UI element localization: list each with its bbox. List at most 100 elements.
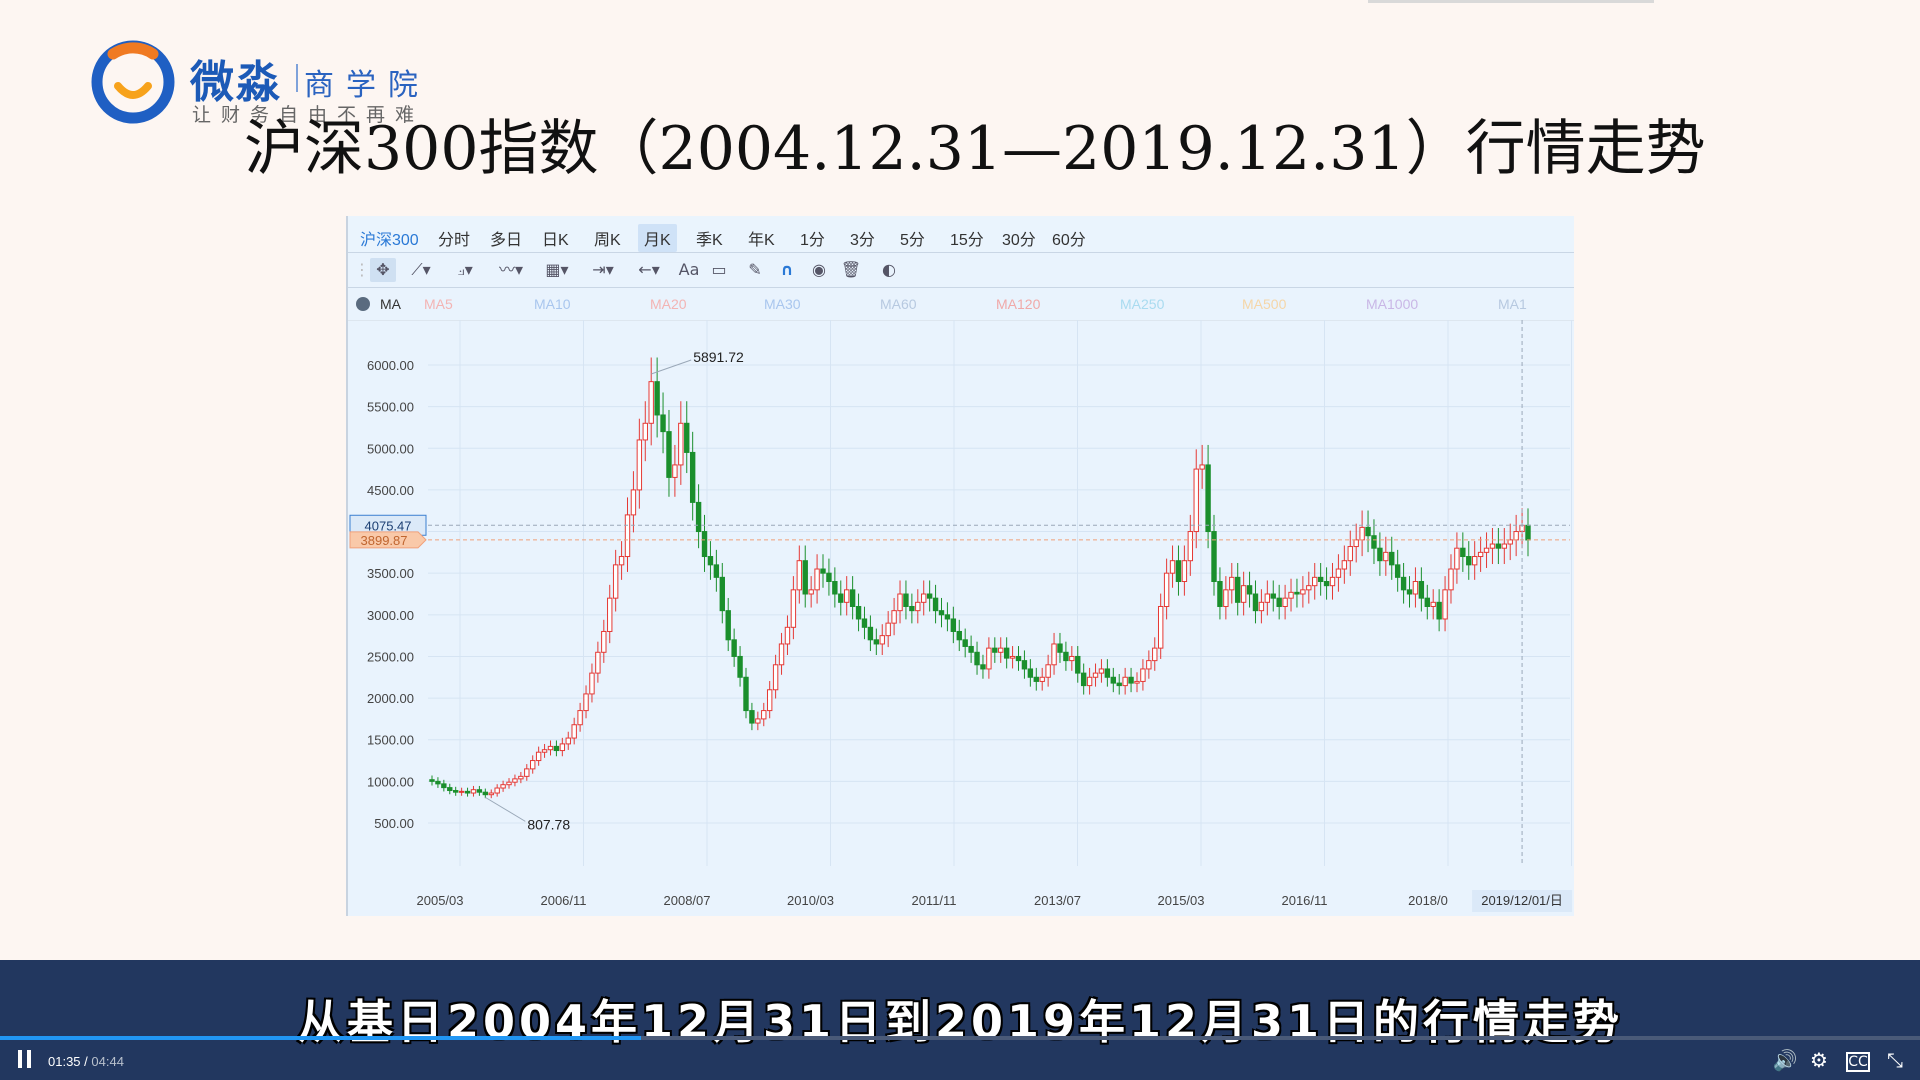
candle-body <box>1466 556 1472 566</box>
settings-gear-icon[interactable]: ⚙ <box>1810 1048 1828 1072</box>
move-tool-icon[interactable]: ✥ <box>370 258 396 282</box>
candle-body <box>944 614 951 620</box>
candle-body <box>772 664 779 691</box>
ma-legend-item[interactable]: MA30 <box>764 296 801 312</box>
subtitles-icon[interactable]: CC <box>1846 1052 1870 1072</box>
candle-body <box>968 645 974 653</box>
logo-slogan: 让财务自由不再难 <box>192 104 425 126</box>
candle-body <box>932 597 939 612</box>
candle-body <box>1454 547 1460 570</box>
candle-body <box>684 422 690 453</box>
pen-tool-icon[interactable]: ✎ <box>748 260 762 279</box>
candle-body <box>541 749 548 753</box>
tab-daily-k[interactable]: 日K <box>542 232 569 249</box>
y-tick-label: 500.00 <box>374 816 414 831</box>
last-price-box <box>349 531 427 549</box>
candle-body <box>476 789 483 793</box>
candle-body <box>921 593 927 603</box>
candle-body <box>595 651 601 674</box>
candle-body <box>535 751 542 762</box>
ma-legend-item[interactable]: MA120 <box>996 296 1041 312</box>
y-tick-label: 5500.00 <box>367 400 414 415</box>
tab-5min[interactable]: 5分 <box>900 232 925 249</box>
ma-label: MA <box>380 296 401 312</box>
tab-intraday[interactable]: 分时 <box>438 232 471 249</box>
tab-3min[interactable]: 3分 <box>850 232 875 249</box>
tab-multi-day[interactable]: 多日 <box>490 232 523 249</box>
candle-body <box>1039 676 1045 682</box>
tab-weekly-k[interactable]: 周K <box>594 232 621 249</box>
candle-body <box>1513 531 1519 541</box>
candle-body <box>1448 568 1454 591</box>
measure-tool-icon[interactable]: ⇥▾ <box>592 260 614 279</box>
channel-tool-icon[interactable]: ⟓▾ <box>457 260 473 279</box>
candle-body <box>1021 660 1028 670</box>
candle-body <box>909 605 915 612</box>
cursor-date-label: 2019/12/01/日 <box>1481 893 1563 908</box>
arrow-tool-icon[interactable]: ←▾ <box>638 260 660 279</box>
volume-icon[interactable]: 🔊 <box>1772 1048 1798 1072</box>
candle-body <box>547 745 554 751</box>
candle-body <box>1246 585 1253 595</box>
player-controls: 01:35 / 04:44 🔊 ⚙ CC ⤡ <box>0 1040 1920 1080</box>
candle-body <box>1347 546 1353 562</box>
ma-legend-item[interactable]: MA1000 <box>1366 296 1419 312</box>
candle-body <box>1258 601 1265 612</box>
ma-legend-item[interactable]: MA20 <box>650 296 687 312</box>
candle-body <box>755 718 761 724</box>
logo-sub-text: 商学院 <box>304 68 430 103</box>
last-price-label: 3899.87 <box>361 533 408 548</box>
peak-value-label: 5891.72 <box>693 349 744 365</box>
candle-body <box>601 630 607 653</box>
tab-60min[interactable]: 60分 <box>1052 232 1086 249</box>
candle-body <box>855 605 862 620</box>
tab-quarterly-k[interactable]: 季K <box>696 232 723 249</box>
trash-icon[interactable]: 🗑 <box>840 260 862 279</box>
fib-tool-icon[interactable]: ▦▾ <box>545 260 569 279</box>
candlestick-chart[interactable]: 6000.005500.005000.004500.004000.003500.… <box>348 320 1574 916</box>
tab-15min[interactable]: 15分 <box>950 232 984 249</box>
eye-tool-icon[interactable]: ◉ <box>812 260 826 279</box>
candle-body <box>506 781 512 786</box>
candle-body <box>1193 468 1199 533</box>
progress-bar[interactable] <box>0 1036 1920 1040</box>
candle-body <box>1477 551 1484 558</box>
candle-body <box>1501 543 1508 549</box>
ma-legend-item[interactable]: MA5 <box>424 296 453 312</box>
candle-body <box>612 564 619 599</box>
tab-1min[interactable]: 1分 <box>800 232 825 249</box>
comment-tool-icon[interactable]: ▭ <box>711 260 727 279</box>
ma-legend-item[interactable]: MA10 <box>534 296 571 312</box>
candle-body <box>1122 676 1128 687</box>
tab-symbol[interactable]: 沪深300 <box>360 232 419 249</box>
toggle-visibility-icon[interactable]: ◐ <box>882 260 896 279</box>
wave-tool-icon[interactable]: 〰▾ <box>498 260 524 279</box>
candle-body <box>618 556 625 566</box>
candle-body <box>1525 524 1531 541</box>
candle-body <box>832 581 838 595</box>
ma-legend-item[interactable]: MA1 <box>1498 296 1527 312</box>
candle-body <box>938 610 945 616</box>
candle-body <box>701 531 708 558</box>
ma-toggle-icon[interactable] <box>356 297 370 311</box>
candle-body <box>1199 464 1205 470</box>
tab-30min[interactable]: 30分 <box>1002 232 1036 249</box>
duration: 04:44 <box>91 1054 124 1069</box>
candle-body <box>624 514 631 558</box>
y-tick-label: 4500.00 <box>367 483 414 498</box>
pause-icon[interactable] <box>18 1050 32 1068</box>
line-tool-icon[interactable]: ⟋▾ <box>411 260 431 279</box>
candle-body <box>447 787 453 792</box>
stock-chart-panel: 沪深300 分时 多日 日K 周K 月K 季K 年K 1分 3分 5分 15分 … <box>346 216 1574 916</box>
magnet-tool-icon[interactable]: ∩ <box>780 260 794 279</box>
exit-fullscreen-icon[interactable]: ⤡ <box>1887 1048 1903 1072</box>
ma-legend-item[interactable]: MA500 <box>1242 296 1287 312</box>
ma-legend-item[interactable]: MA250 <box>1120 296 1165 312</box>
candle-body <box>1080 672 1087 687</box>
y-tick-label: 1000.00 <box>367 774 414 789</box>
text-tool-icon[interactable]: Aa <box>678 260 700 279</box>
slide-title: 沪深300指数（2004.12.31—2019.12.31）行情走势 <box>244 114 1706 184</box>
tab-yearly-k[interactable]: 年K <box>748 232 775 249</box>
tab-monthly-k[interactable]: 月K <box>638 224 677 252</box>
ma-legend-item[interactable]: MA60 <box>880 296 917 312</box>
